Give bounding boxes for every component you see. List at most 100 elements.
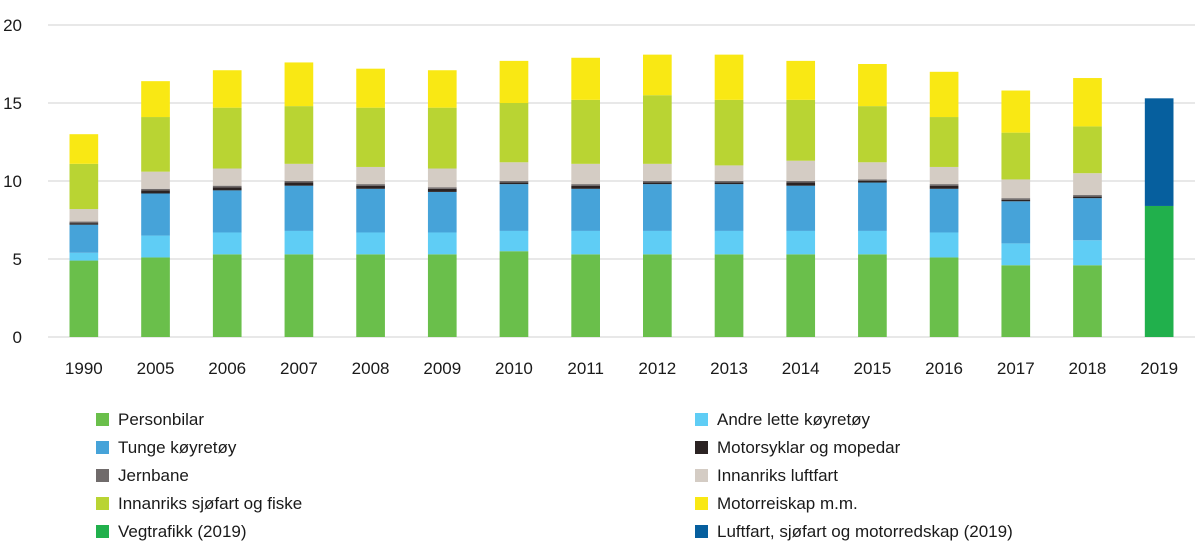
bar-segment [1073, 265, 1102, 337]
bar-segment [212, 107, 242, 169]
x-tick-label: 2008 [352, 359, 390, 378]
bar-segment [571, 254, 600, 337]
bar-segment [69, 260, 99, 337]
bar-segment [786, 181, 816, 183]
bar-segment [643, 184, 672, 231]
bar-segment [356, 188, 385, 233]
bar-segment [786, 182, 816, 186]
legend-swatch [96, 441, 109, 454]
legend-swatch [96, 497, 109, 510]
bar-segment [858, 179, 887, 181]
bar-segment [356, 232, 385, 255]
y-tick-label: 0 [13, 328, 22, 347]
x-tick-label: 1990 [65, 359, 103, 378]
bar-segment [427, 188, 457, 192]
bar-segment [141, 171, 170, 189]
bar-segment [571, 230, 600, 255]
bar-segment [69, 223, 99, 225]
bar-segment [212, 168, 242, 186]
legend-item: Vegtrafikk (2019) [96, 522, 247, 541]
bar-segment [714, 99, 744, 166]
x-tick-label: 2006 [208, 359, 246, 378]
legend: Personbilar Andre lette køyretøy Tunge køy… [96, 410, 1013, 541]
bar-segment [786, 185, 816, 231]
legend-item: Motorsyklar og mopedar [695, 438, 901, 457]
bar-segment [356, 185, 385, 189]
x-tick-label: 2013 [710, 359, 748, 378]
y-tick-label: 10 [3, 172, 22, 191]
bar-segment [69, 163, 99, 210]
bar-segment [1001, 199, 1031, 202]
bar-segment [499, 103, 529, 163]
bar-segment [1073, 240, 1102, 266]
x-tick-label: 2007 [280, 359, 318, 378]
bar-segment [427, 254, 457, 337]
x-tick-label: 2016 [925, 359, 963, 378]
bar-segment [1073, 173, 1102, 196]
bar-segment [141, 81, 170, 118]
bar-segment [714, 182, 744, 185]
x-tick-label: 2017 [997, 359, 1035, 378]
legend-label: Motorsyklar og mopedar [717, 438, 901, 457]
legend-label: Personbilar [118, 410, 204, 429]
bar-segment [643, 163, 672, 181]
bar-segment [858, 162, 887, 180]
bar-segment [69, 134, 99, 164]
bar-segment [643, 181, 672, 183]
bar-segment [929, 184, 959, 186]
bar-segment [786, 230, 816, 255]
bar-segment [714, 230, 744, 255]
y-tick-label: 5 [13, 250, 22, 269]
legend-item: Innanriks luftfart [695, 466, 838, 485]
y-tick-label: 20 [3, 16, 22, 35]
legend-item: Motorreiskap m.m. [695, 494, 858, 513]
legend-label: Jernbane [118, 466, 189, 485]
bar-segment [643, 254, 672, 337]
bar-segment [212, 70, 242, 108]
bar-segment [69, 209, 99, 222]
legend-label: Motorreiskap m.m. [717, 494, 858, 513]
bar-segment [284, 62, 314, 107]
bar-segment [212, 232, 242, 255]
bar-segment [1073, 196, 1102, 199]
x-tick-label: 2018 [1069, 359, 1107, 378]
y-axis: 0 5 10 15 20 [3, 16, 22, 347]
bar-segment [714, 165, 744, 181]
bar-segment [714, 184, 744, 231]
bar-segment [643, 95, 672, 164]
legend-item: Tunge køyretøy [96, 438, 237, 457]
bar-segment [427, 191, 457, 233]
bar-segment [1073, 195, 1102, 197]
bar-segment [284, 163, 314, 181]
bar-segment [212, 254, 242, 337]
bar-segment [499, 230, 529, 252]
bar-segment [141, 190, 170, 194]
bar-segment [284, 182, 314, 186]
x-axis: 1990 2005 2006 2007 2008 2009 2010 2011 2012 2013… [65, 359, 1178, 378]
bars [69, 54, 1174, 337]
bar-segment [284, 185, 314, 231]
bar-segment [929, 166, 959, 185]
bar-segment [499, 162, 529, 181]
x-tick-label: 2010 [495, 359, 533, 378]
bar-segment [643, 182, 672, 185]
bar-segment [141, 257, 170, 337]
x-tick-label: 2014 [782, 359, 820, 378]
bar-segment [69, 252, 99, 261]
bar-segment [212, 190, 242, 233]
x-tick-label: 2005 [137, 359, 175, 378]
bar-segment [356, 107, 385, 167]
bar-segment [499, 251, 529, 337]
bar-segment [69, 224, 99, 253]
bar-segment [427, 232, 457, 255]
bar-segment [929, 232, 959, 258]
bar-segment [356, 184, 385, 186]
bar-segment [141, 188, 170, 191]
bar-segment [858, 254, 887, 337]
bar-segment [571, 99, 600, 164]
legend-item: Luftfart, sjøfart og motorredskap (2019) [695, 522, 1013, 541]
x-tick-label: 2019 [1140, 359, 1178, 378]
x-tick-label: 2012 [638, 359, 676, 378]
bar-segment [284, 230, 314, 255]
bar-segment [929, 188, 959, 233]
